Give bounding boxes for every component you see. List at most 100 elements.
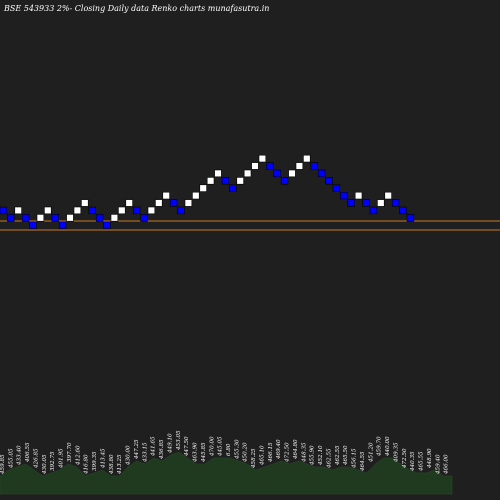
renko-brick: [21, 214, 30, 222]
volume-label: 466.00: [444, 454, 450, 475]
renko-brick: [103, 221, 111, 229]
volume-label: 447.25: [134, 439, 140, 460]
volume-label: 465.55: [419, 451, 425, 472]
volume-label: 464.80: [293, 439, 299, 460]
renko-brick: [66, 214, 74, 222]
renko-brick: [7, 214, 15, 222]
volume-area-path: [0, 451, 453, 495]
renko-brick: [36, 214, 45, 222]
volume-label: 413.25: [117, 454, 123, 475]
volume-label: 451.20: [368, 442, 374, 463]
renko-brick: [384, 191, 392, 200]
renko-bricks: [0, 154, 415, 229]
renko-brick: [317, 169, 326, 178]
renko-brick: [406, 214, 415, 222]
renko-brick: [51, 214, 59, 222]
renko-brick: [266, 162, 274, 170]
renko-brick: [73, 206, 82, 215]
renko-brick: [184, 199, 193, 207]
renko-brick: [214, 169, 222, 178]
renko-brick: [391, 199, 400, 207]
renko-brick: [81, 199, 89, 207]
renko-brick: [132, 206, 141, 215]
volume-label: 459.70: [377, 436, 383, 457]
volume-label: 416.80: [84, 454, 90, 475]
renko-brick: [377, 199, 385, 207]
renko-brick: [147, 206, 156, 215]
renko-brick: [362, 199, 370, 207]
volume-label: 456.15: [352, 448, 358, 469]
renko-brick: [0, 206, 8, 215]
renko-brick: [280, 177, 289, 185]
renko-brick: [155, 199, 163, 207]
renko-brick: [354, 191, 363, 200]
renko-brick: [118, 206, 126, 215]
renko-brick: [229, 184, 237, 192]
volume-label: 412.60: [75, 445, 81, 466]
renko-brick: [288, 169, 296, 178]
volume-label: 455.90: [310, 445, 316, 466]
volume-label: 466.15: [268, 442, 274, 463]
renko-brick: [221, 177, 230, 185]
renko-brick: [399, 206, 407, 215]
renko-brick: [14, 206, 22, 215]
volume-label: 449.10: [167, 433, 173, 454]
volume-label: 399.35: [92, 451, 98, 471]
volume-label: 6.80: [226, 443, 232, 456]
renko-brick: [206, 177, 215, 185]
volume-label: 433.15: [142, 442, 148, 463]
renko-brick: [192, 191, 200, 200]
renko-brick: [199, 184, 207, 192]
renko-brick: [258, 154, 267, 163]
renko-brick: [236, 177, 244, 185]
volume-label: 401.95: [59, 448, 65, 469]
volume-label: 470.00: [209, 436, 215, 457]
volume-label: 459.85: [0, 454, 6, 475]
volume-label: 450.20: [243, 442, 249, 463]
volume-label: 472.50: [285, 442, 291, 463]
renko-brick: [310, 162, 318, 170]
renko-brick: [251, 162, 259, 170]
renko-brick: [88, 206, 96, 215]
level-lines: [0, 220, 500, 231]
volume-label: 464.55: [360, 451, 366, 472]
renko-brick: [140, 214, 148, 222]
renko-brick: [243, 169, 252, 178]
volume-label: 392.75: [50, 451, 56, 471]
renko-brick: [303, 154, 311, 163]
volume-label: 455.05: [8, 448, 14, 469]
volume-label: 452.10: [318, 445, 324, 466]
renko-brick: [162, 191, 170, 200]
volume-label: 453.05: [176, 430, 182, 451]
volume-label: 472.50: [402, 448, 408, 469]
volume-label: 409.35: [393, 442, 399, 463]
volume-label: 440.35: [410, 451, 416, 472]
renko-brick: [29, 221, 37, 229]
volume-label: 455.30: [234, 439, 240, 460]
chart-title: BSE 543933 2%- Closing Daily data Renko …: [3, 4, 269, 13]
volume-label: 430.05: [42, 454, 48, 475]
volume-label: 462.55: [326, 448, 332, 469]
volume-label: 465.10: [260, 445, 266, 466]
volume-label: 406.55: [25, 442, 31, 463]
volume-label: 462.55: [335, 445, 341, 466]
volume-label: 436.85: [159, 439, 165, 460]
volume-label: 426.85: [34, 448, 40, 469]
renko-brick: [125, 199, 133, 207]
volume-label: 465.50: [343, 445, 349, 466]
renko-brick: [95, 214, 104, 222]
renko-brick: [169, 199, 178, 207]
renko-brick: [44, 206, 52, 215]
volume-label: 441.65: [151, 436, 157, 457]
volume-label: 458.25: [251, 448, 257, 469]
volume-label: 469.40: [276, 439, 282, 460]
volume-label: 430.00: [126, 445, 132, 466]
volume-label: 463.90: [193, 442, 199, 463]
volume-label: 459.40: [435, 454, 441, 475]
renko-brick: [369, 206, 378, 215]
volume-label: 440.00: [385, 436, 391, 457]
volume-label: 447.50: [184, 436, 190, 457]
renko-brick: [340, 191, 348, 200]
